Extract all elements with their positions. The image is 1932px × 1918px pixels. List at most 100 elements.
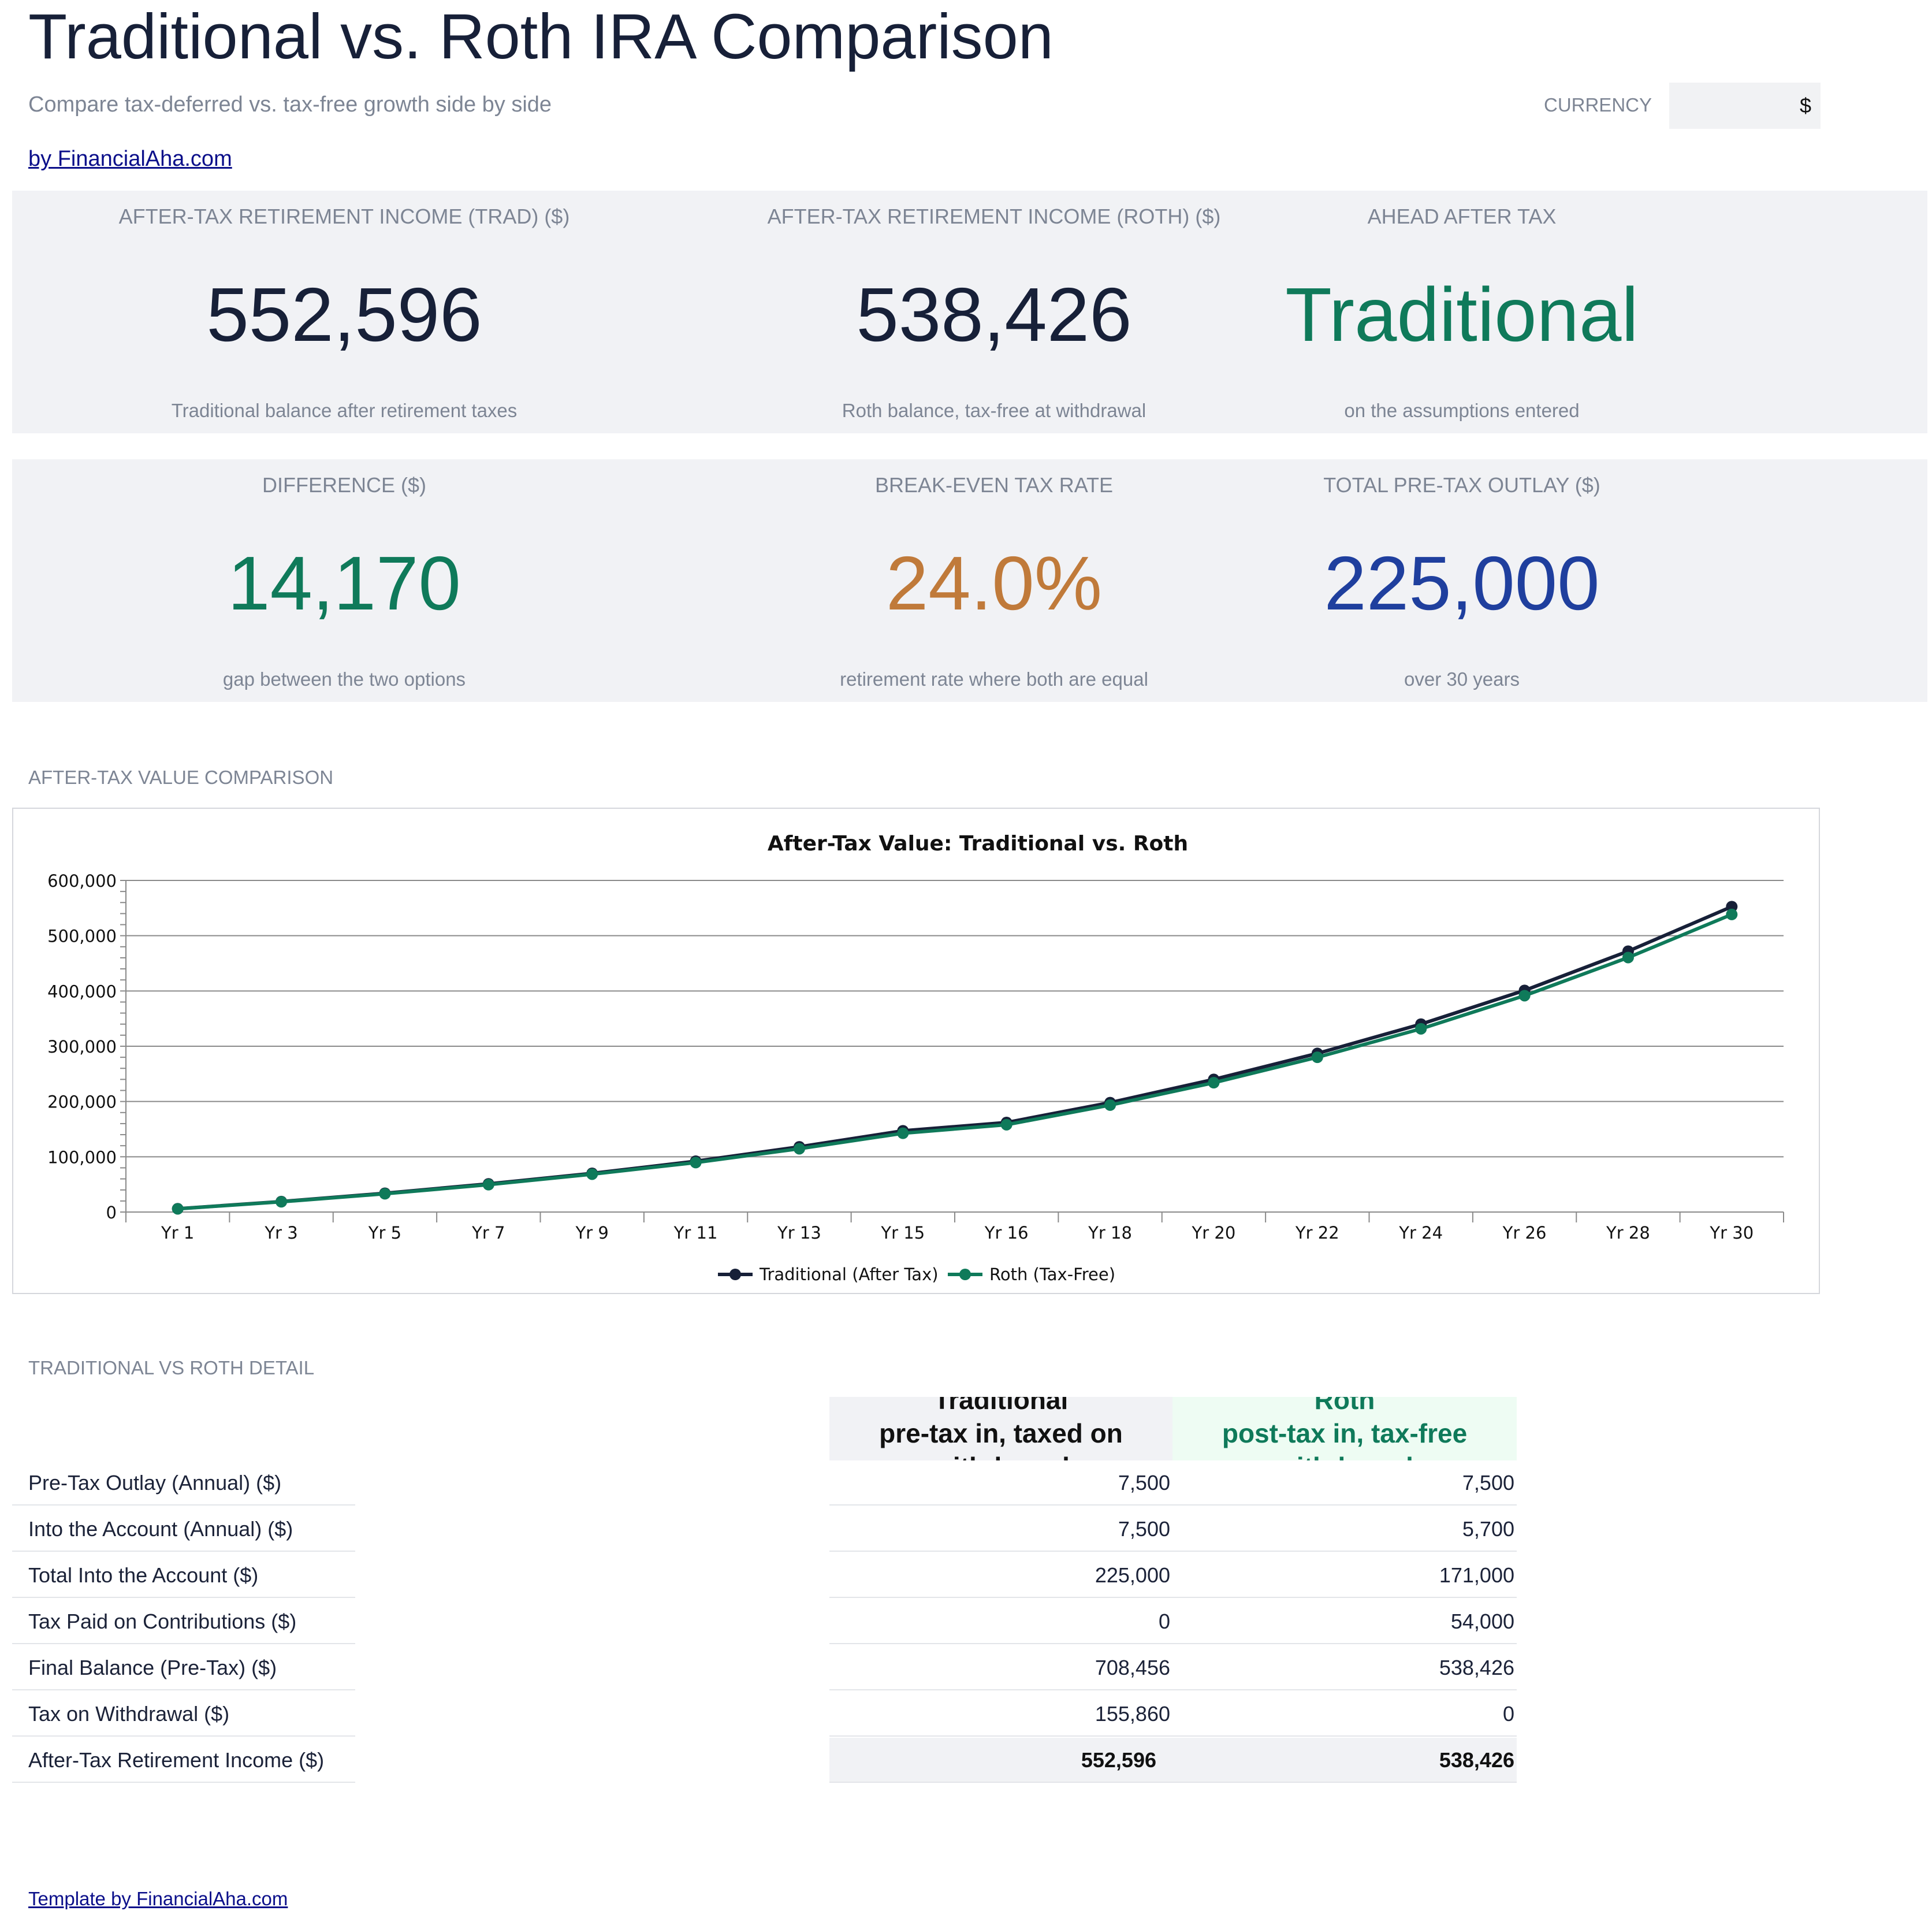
kpi-card-total-outlay: TOTAL PRE-TAX OUTLAY ($) 225,000 over 30… <box>1185 459 1739 702</box>
legend-label: Traditional (After Tax) <box>759 1265 939 1284</box>
currency-input[interactable] <box>1669 83 1821 129</box>
series-line-traditional <box>177 905 1733 1211</box>
kpi-note: Traditional balance after retirement tax… <box>171 400 518 421</box>
x-tick-label: Yr 9 <box>575 1223 609 1243</box>
detail-roth-value: 7,500 <box>1172 1460 1517 1506</box>
x-tick-label: Yr 16 <box>984 1223 1029 1243</box>
x-tick-label: Yr 28 <box>1606 1223 1650 1243</box>
kpi-note: gap between the two options <box>222 668 466 690</box>
y-tick-label: 600,000 <box>47 871 117 891</box>
roth-header-text: Roth post-tax in, tax-free withdrawal <box>1222 1397 1468 1460</box>
kpi-note: on the assumptions entered <box>1344 400 1580 421</box>
x-tick-label: Yr 26 <box>1502 1223 1547 1243</box>
data-point <box>1415 1023 1427 1035</box>
data-point <box>172 1203 184 1215</box>
detail-row-label: Into the Account (Annual) ($) <box>12 1507 355 1552</box>
data-point <box>1208 1077 1220 1089</box>
page-title: Traditional vs. Roth IRA Comparison <box>28 1 1054 72</box>
y-tick-label: 0 <box>106 1203 117 1222</box>
detail-trad-value: 708,456 <box>829 1645 1172 1690</box>
kpi-label: AFTER-TAX RETIREMENT INCOME (TRAD) ($) <box>118 205 570 228</box>
kpi-card-difference: DIFFERENCE ($) 14,170 gap between the tw… <box>12 459 676 702</box>
kpi-label: DIFFERENCE ($) <box>262 473 426 497</box>
x-tick-label: Yr 1 <box>161 1223 194 1243</box>
kpi-card-break-even: BREAK-EVEN TAX RATE 24.0% retirement rat… <box>676 459 1312 702</box>
kpi-label: TOTAL PRE-TAX OUTLAY ($) <box>1323 473 1600 497</box>
x-tick-label: Yr 22 <box>1295 1223 1339 1243</box>
data-point <box>1311 1051 1323 1064</box>
legend-swatch-marker <box>959 1269 971 1280</box>
kpi-label: BREAK-EVEN TAX RATE <box>874 473 1114 497</box>
x-tick-label: Yr 13 <box>777 1223 821 1243</box>
kpi-value: 14,170 <box>228 541 461 626</box>
detail-roth-value: 538,426 <box>1172 1645 1517 1690</box>
data-point <box>690 1157 702 1169</box>
x-tick-label: Yr 30 <box>1709 1223 1754 1243</box>
roth-column-header: Roth post-tax in, tax-free withdrawal <box>1172 1397 1517 1460</box>
kpi-card-trad-income: AFTER-TAX RETIREMENT INCOME (TRAD) ($) 5… <box>12 191 676 433</box>
data-point <box>482 1179 494 1191</box>
detail-trad-value: 155,860 <box>829 1692 1172 1737</box>
kpi-value: 225,000 <box>1324 541 1600 626</box>
data-point <box>1518 990 1531 1002</box>
detail-roth-value: 5,700 <box>1172 1507 1517 1552</box>
x-tick-label: Yr 20 <box>1192 1223 1236 1243</box>
page-subtitle: Compare tax-deferred vs. tax-free growth… <box>28 92 552 117</box>
y-tick-label: 200,000 <box>47 1092 117 1112</box>
kpi-value: 552,596 <box>206 272 482 357</box>
kpi-card-ahead: AHEAD AFTER TAX Traditional on the assum… <box>1185 191 1739 433</box>
y-tick-label: 300,000 <box>47 1037 117 1057</box>
detail-trad-value: 7,500 <box>829 1507 1172 1552</box>
detail-row-label: After-Tax Retirement Income ($) <box>12 1738 355 1783</box>
line-chart: After-Tax Value: Traditional vs. Roth 0 10… <box>47 832 1784 1284</box>
detail-trad-value: 7,500 <box>829 1460 1172 1506</box>
x-tick-label: Yr 3 <box>264 1223 297 1243</box>
data-point <box>1104 1099 1116 1111</box>
detail-row-label: Tax on Withdrawal ($) <box>12 1692 355 1737</box>
x-tick-label: Yr 7 <box>471 1223 505 1243</box>
data-point <box>793 1143 805 1155</box>
y-tick-label: 500,000 <box>47 927 117 946</box>
data-point <box>276 1196 288 1208</box>
kpi-panel-top: AFTER-TAX RETIREMENT INCOME (TRAD) ($) 5… <box>12 191 1927 433</box>
kpi-note: Roth balance, tax-free at withdrawal <box>842 400 1146 421</box>
data-point <box>1726 908 1738 920</box>
detail-row-label: Total Into the Account ($) <box>12 1553 355 1598</box>
x-tick-label: Yr 18 <box>1088 1223 1132 1243</box>
kpi-note: over 30 years <box>1404 668 1520 690</box>
currency-label: CURRENCY <box>1543 94 1652 116</box>
data-point <box>586 1168 598 1180</box>
kpi-value: 538,426 <box>856 272 1132 357</box>
chart-container: After-Tax Value: Traditional vs. Roth 0 10… <box>12 808 1820 1294</box>
detail-trad-value: 552,596 <box>829 1738 1172 1783</box>
detail-row-label: Pre-Tax Outlay (Annual) ($) <box>12 1460 355 1506</box>
detail-trad-value: 0 <box>829 1599 1172 1644</box>
chart-title: After-Tax Value: Traditional vs. Roth <box>768 832 1188 856</box>
data-point <box>897 1127 909 1139</box>
y-tick-label: 100,000 <box>47 1147 117 1167</box>
data-point <box>1622 951 1634 964</box>
kpi-label: AFTER-TAX RETIREMENT INCOME (ROTH) ($) <box>767 205 1221 228</box>
traditional-header-text: Traditional pre-tax in, taxed on withdra… <box>879 1397 1123 1460</box>
kpi-value: Traditional <box>1285 272 1639 357</box>
detail-roth-value: 538,426 <box>1172 1738 1517 1783</box>
kpi-note: retirement rate where both are equal <box>840 668 1148 690</box>
y-tick-label: 400,000 <box>47 982 117 1001</box>
detail-trad-value: 225,000 <box>829 1553 1172 1598</box>
chart-section-label: AFTER-TAX VALUE COMPARISON <box>28 767 334 788</box>
detail-roth-value: 54,000 <box>1172 1599 1517 1644</box>
kpi-label: AHEAD AFTER TAX <box>1367 205 1557 228</box>
data-point <box>1000 1118 1012 1131</box>
kpi-panel-bottom: DIFFERENCE ($) 14,170 gap between the tw… <box>12 459 1927 702</box>
x-tick-label: Yr 5 <box>368 1223 401 1243</box>
detail-section-label: TRADITIONAL VS ROTH DETAIL <box>28 1357 315 1378</box>
detail-row-label: Tax Paid on Contributions ($) <box>12 1599 355 1644</box>
kpi-card-roth-income: AFTER-TAX RETIREMENT INCOME (ROTH) ($) 5… <box>676 191 1312 433</box>
x-tick-label: Yr 11 <box>673 1223 718 1243</box>
data-point <box>379 1188 391 1200</box>
detail-roth-value: 171,000 <box>1172 1553 1517 1598</box>
detail-row-label: Final Balance (Pre-Tax) ($) <box>12 1645 355 1690</box>
byline-link[interactable]: by FinancialAha.com <box>28 147 232 171</box>
footer-link[interactable]: Template by FinancialAha.com <box>28 1888 288 1909</box>
series-line-roth <box>177 913 1733 1211</box>
